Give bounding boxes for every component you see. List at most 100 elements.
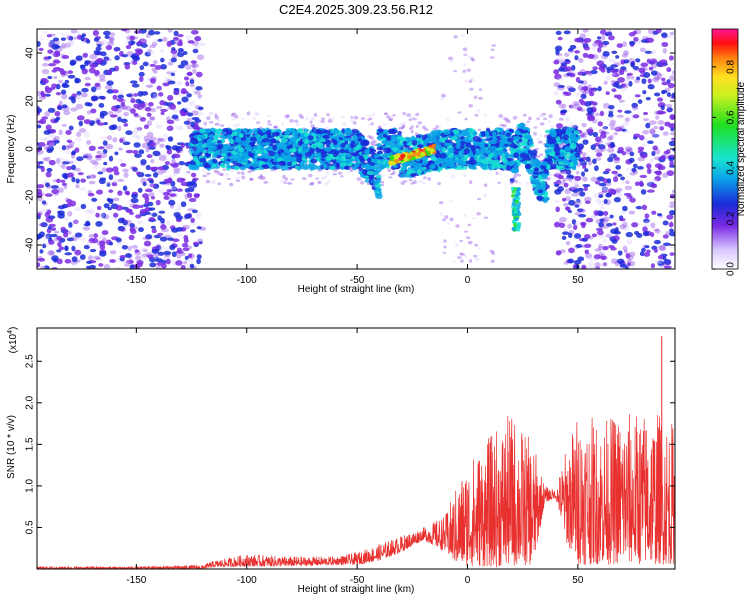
spectrogram-cell — [453, 129, 460, 135]
spectrogram-cell — [289, 118, 295, 123]
spectrogram-cell — [402, 124, 406, 128]
spectrogram-cell — [113, 171, 120, 176]
spectrogram-cell — [57, 157, 65, 163]
spectrogram-cell — [231, 112, 237, 116]
spectrogram-cell — [639, 174, 648, 178]
spectrogram-cell — [644, 50, 653, 54]
spectrogram-cell — [63, 110, 71, 116]
spectrogram-cell — [52, 139, 60, 144]
spectrogram-cell — [195, 159, 201, 166]
spectrogram-cell — [661, 77, 666, 82]
spectrogram-cell — [182, 247, 190, 252]
spectrogram-cell — [166, 148, 173, 155]
spectrogram-cell — [616, 258, 625, 264]
spectrogram-cell — [124, 263, 130, 267]
spectrogram-cell — [561, 103, 568, 109]
spectrogram-cell — [490, 48, 495, 52]
spectrogram-cell — [132, 130, 138, 135]
spectrogram-cell — [562, 158, 569, 164]
spectrogram-cell — [554, 69, 559, 74]
spectrogram-cell — [80, 64, 86, 71]
spectrogram-cell — [615, 164, 622, 170]
spectrogram-cell — [163, 76, 170, 83]
spectrogram-cell — [565, 169, 572, 175]
spectrogram-cell — [639, 251, 645, 257]
spectrogram-cell — [577, 143, 585, 150]
spectrogram-cell — [107, 40, 115, 47]
spectrogram-cell — [477, 197, 482, 201]
spectrogram-cell — [127, 40, 136, 46]
spectrogram-cell — [47, 75, 53, 80]
spectrogram-cell — [241, 175, 246, 180]
spectrogram-cell — [395, 139, 401, 144]
spectrogram-cell — [197, 141, 203, 145]
spectrogram-cell — [668, 75, 675, 81]
spectrogram-cell — [622, 41, 627, 48]
spectrogram-cell — [95, 84, 102, 90]
spectrogram-cell — [388, 118, 393, 122]
spectrogram-cell — [254, 113, 259, 116]
spectrogram-cell — [88, 145, 96, 152]
spectrogram-cell — [548, 114, 553, 118]
spectrogram-cell — [476, 137, 482, 143]
spectrogram-cell — [96, 205, 102, 211]
spectrogram-cell — [598, 42, 604, 48]
spectrogram-cell — [629, 197, 636, 203]
spectrogram-cell — [175, 80, 183, 87]
spectrogram-cell — [163, 250, 172, 256]
spectrogram-cell — [43, 130, 51, 135]
spectrogram-cell — [130, 166, 138, 170]
spectrogram-cell — [293, 143, 299, 149]
spectrogram-cell — [38, 231, 45, 238]
spectrogram-cell — [117, 125, 122, 132]
spectrogram-cell — [449, 217, 454, 222]
spectrogram-cell — [366, 157, 372, 163]
spectrogram-cell — [590, 144, 596, 151]
spectrogram-cell — [151, 67, 157, 72]
spectrogram-cell — [478, 96, 483, 100]
spectrogram-cell — [184, 188, 190, 193]
spectrogram-cell — [638, 67, 646, 73]
spectrogram-cell — [133, 30, 142, 34]
spectrogram-cell — [651, 133, 660, 138]
spectrogram-cell — [139, 204, 144, 209]
spectrogram-cell — [553, 90, 559, 96]
spectrogram-cell — [140, 256, 147, 260]
spectrogram-cell — [547, 135, 553, 141]
spectrogram-cell — [562, 197, 567, 202]
spectrogram-cell — [163, 195, 170, 200]
spectrogram-cell — [333, 152, 338, 158]
spectrogram-cell — [187, 253, 193, 259]
spectrogram-cell — [474, 113, 479, 117]
spectrogram-cell — [555, 250, 562, 256]
spectrogram-cell — [327, 179, 332, 183]
spectrogram-cell — [672, 61, 675, 66]
spectrogram-cell — [159, 100, 166, 106]
spectrogram-cell — [636, 232, 643, 239]
spectrogram-cell — [622, 121, 630, 127]
spectrogram-cell — [171, 186, 178, 192]
spectrogram-cell — [617, 173, 623, 177]
spectrogram-cell — [46, 34, 52, 38]
spectrogram-cell — [607, 178, 612, 184]
spectrogram-cell — [287, 161, 292, 167]
spectrogram-cell — [323, 163, 328, 170]
spectrogram-cell — [135, 135, 142, 141]
spectrogram-cell — [597, 234, 606, 239]
spectrogram-cell — [659, 73, 665, 77]
spectrogram-cell — [86, 260, 93, 264]
spectrogram-cell — [606, 222, 613, 227]
spectrogram-cell — [293, 134, 299, 139]
spectrogram-cell — [651, 150, 656, 157]
spectrogram-cell — [464, 117, 468, 121]
spectrogram-cell — [666, 34, 674, 39]
spectrogram-cell — [176, 204, 183, 211]
spectrogram-cell — [280, 122, 285, 127]
spectrogram-cell — [118, 147, 124, 151]
spectrogram-cell — [66, 198, 73, 204]
spectrogram-cell — [637, 61, 642, 66]
spectrogram-cell — [142, 248, 148, 253]
spectrogram-cell — [466, 68, 471, 72]
spectrogram-cell — [629, 151, 635, 157]
